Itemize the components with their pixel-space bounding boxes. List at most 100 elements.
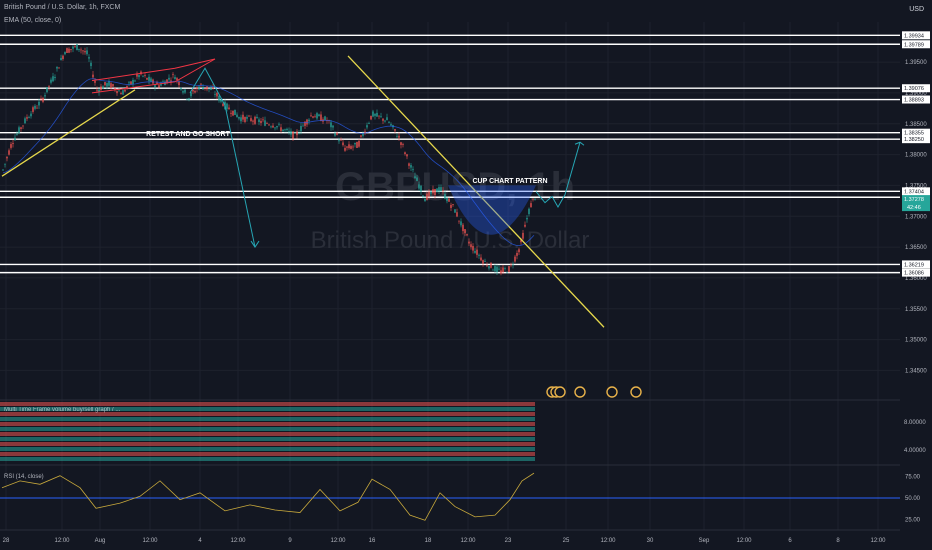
candle-body (384, 120, 386, 122)
time-tick-8: 16 (369, 538, 376, 544)
candle-body (66, 48, 68, 54)
rsi-tick-2: 25.00 (905, 517, 921, 523)
candle-body (288, 130, 290, 133)
candle-body (528, 208, 530, 215)
event-icon-4 (606, 386, 618, 398)
candle-body (170, 80, 172, 82)
candle-body (226, 103, 228, 109)
candle-body (482, 260, 484, 264)
candle-body (238, 116, 240, 119)
candle-body (472, 245, 474, 251)
candle-body (26, 117, 28, 119)
candle-body (378, 115, 380, 117)
candle-body (168, 77, 170, 80)
candle-body (90, 62, 92, 67)
candle-body (442, 190, 444, 192)
candle-body (62, 55, 64, 59)
ema-line (2, 78, 535, 247)
candle-body (192, 89, 194, 92)
level-label-bg-2 (902, 84, 930, 93)
candle-body (56, 66, 58, 69)
candle-body (158, 85, 160, 88)
candle-body (356, 142, 358, 148)
candle-body (78, 48, 80, 50)
candle-body (402, 144, 404, 145)
candle-body (436, 188, 438, 193)
candle-body (204, 88, 206, 89)
candle-body (252, 120, 254, 122)
current-price-label: 1.37278 (904, 197, 924, 203)
event-icon-2 (554, 386, 566, 398)
candle-body (162, 81, 164, 83)
candle-body (464, 229, 466, 233)
ema-legend: EMA (50, close, 0) (4, 17, 62, 24)
candle-body (424, 198, 426, 202)
candle-body (202, 86, 204, 90)
candle-body (446, 197, 448, 202)
candle-body (404, 152, 406, 155)
candle-body (348, 144, 350, 149)
volume-row (0, 402, 535, 406)
candle-body (368, 122, 370, 124)
level-label-3: 1.38893 (904, 98, 924, 104)
candle-body (264, 120, 266, 126)
candle-body (514, 256, 516, 262)
candle-body (456, 212, 458, 217)
candle-body (144, 75, 146, 76)
candle-body (516, 252, 518, 256)
candle-body (276, 126, 278, 128)
candle-body (250, 118, 252, 121)
candle-body (352, 146, 354, 148)
long-projection-line (535, 142, 581, 209)
candle-body (220, 99, 222, 102)
candle-body (68, 48, 70, 53)
candle-body (248, 115, 250, 117)
time-tick-2: Aug (95, 538, 106, 544)
candle-body (268, 124, 270, 126)
candle-body (454, 209, 456, 213)
level-label-0: 1.39934 (904, 33, 924, 39)
candle-body (320, 114, 322, 122)
candle-body (196, 87, 198, 90)
volume-rows-group (0, 402, 535, 461)
candle-body (262, 119, 264, 121)
level-label-bg-4 (902, 128, 930, 137)
rsi-tick-1: 50.00 (905, 496, 921, 502)
candle-body (438, 187, 440, 192)
candle-body (372, 111, 374, 117)
candle-body (138, 74, 140, 78)
candle-body (364, 131, 366, 134)
candle-body (46, 86, 48, 93)
long-arrowhead (574, 141, 585, 146)
candle-body (426, 193, 428, 200)
candle-body (136, 74, 138, 77)
candle-body (296, 131, 298, 136)
candle-body (86, 50, 88, 55)
short-arrowhead (250, 240, 260, 248)
candle-body (494, 266, 496, 271)
candle-body (304, 121, 306, 126)
currency-label[interactable]: USD (909, 6, 924, 13)
candle-body (486, 265, 488, 267)
symbol-title: British Pound / U.S. Dollar, 1h, FXCM (4, 4, 121, 11)
volume-row (0, 422, 535, 426)
candle-body (208, 88, 210, 90)
candle-body (310, 115, 312, 117)
candle-body (188, 98, 190, 100)
candle-body (118, 90, 120, 92)
candle-body (178, 81, 180, 86)
volume-row (0, 432, 535, 436)
candle-body (466, 234, 468, 236)
candle-body (258, 119, 260, 123)
annotation-cup: CUP CHART PATTERN (472, 178, 547, 185)
candle-body (236, 114, 238, 118)
candle-body (460, 221, 462, 226)
candle-body (308, 119, 310, 122)
price-tick-4: 1.37500 (905, 183, 927, 189)
candle-body (48, 85, 50, 87)
candle-body (128, 82, 130, 84)
candle-body (228, 107, 230, 110)
candle-body (12, 143, 14, 144)
candle-body (522, 232, 524, 239)
